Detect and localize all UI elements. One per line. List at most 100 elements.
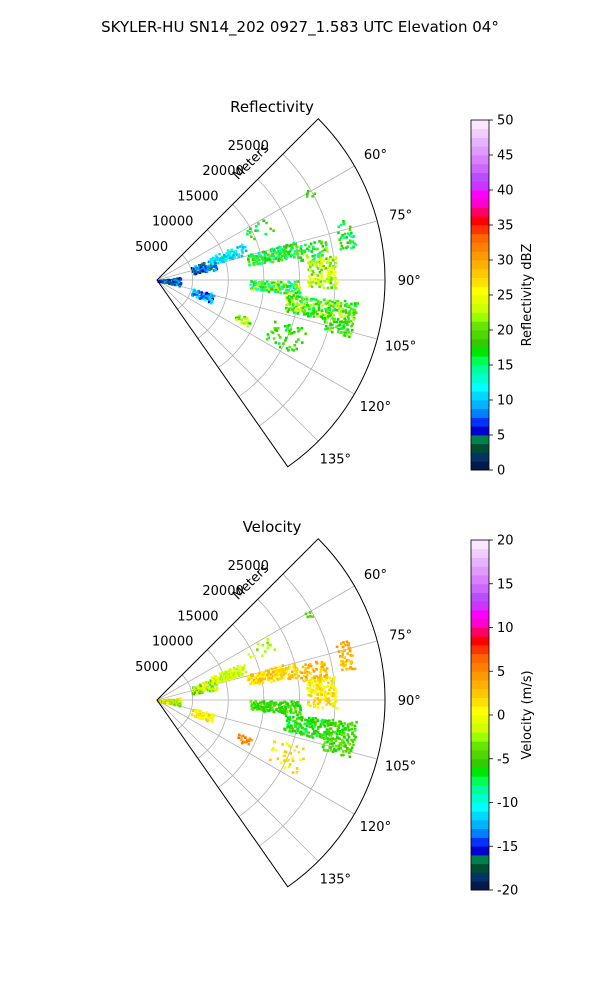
- echo-gate: [345, 303, 348, 306]
- echo-gate: [271, 260, 275, 264]
- echo-gate: [328, 676, 332, 680]
- echo-gate: [260, 285, 264, 289]
- echo-gate: [212, 265, 216, 268]
- echo-gate: [287, 667, 290, 670]
- echo-gate: [318, 301, 321, 305]
- echo-gate: [293, 330, 296, 334]
- echo-gate: [347, 232, 350, 235]
- colorbar-segment: [471, 233, 489, 243]
- echo-gate: [336, 707, 339, 710]
- echo-gate: [350, 235, 354, 239]
- echo-gate: [324, 679, 327, 682]
- echo-gate: [211, 294, 214, 298]
- echo-gate: [328, 269, 331, 273]
- echo-gate: [292, 241, 296, 245]
- angular-gridline: [156, 279, 319, 442]
- colorbar-segment: [471, 128, 489, 138]
- echo-gate: [285, 308, 289, 312]
- radial-tick-label: 20000: [202, 584, 243, 599]
- echo-gate: [323, 280, 326, 283]
- echo-gate: [288, 294, 291, 298]
- echo-gate: [211, 715, 215, 719]
- angular-tick-label: 135°: [320, 452, 351, 467]
- echo-gate: [318, 699, 322, 702]
- echo-gate: [309, 704, 312, 708]
- colorbar-segment: [471, 216, 489, 226]
- echo-gate: [266, 705, 269, 709]
- echo-gate: [298, 670, 302, 673]
- echo-gate: [290, 724, 293, 728]
- echo-gate: [325, 246, 328, 250]
- echo-gate: [225, 258, 228, 262]
- echo-gate: [339, 747, 342, 750]
- echo-gate: [310, 735, 313, 738]
- echo-gate: [341, 659, 345, 663]
- echo-gate: [340, 655, 344, 659]
- echo-gate: [290, 245, 294, 249]
- colorbar-tick-label: 15: [497, 359, 514, 374]
- echo-gate: [330, 286, 333, 289]
- echo-gate: [337, 324, 341, 327]
- angular-tick-label: 75°: [389, 209, 412, 224]
- echo-gate: [339, 313, 342, 316]
- echo-gate: [313, 307, 316, 310]
- echo-gate: [166, 281, 170, 284]
- colorbar-segment: [471, 566, 489, 576]
- echo-gate: [250, 704, 253, 707]
- echo-gate: [350, 738, 353, 742]
- echo-gate: [328, 727, 331, 731]
- echo-gate: [334, 257, 337, 261]
- echo-gate: [349, 654, 353, 657]
- echo-gate: [338, 742, 342, 745]
- colorbar-tick-label: 35: [497, 219, 514, 234]
- echo-gate: [272, 256, 276, 260]
- echo-gate: [344, 660, 347, 664]
- echo-gate: [249, 255, 252, 258]
- colorbar-segment: [471, 190, 489, 200]
- echo-gate: [290, 296, 293, 299]
- echo-gate: [346, 725, 350, 729]
- echo-gate: [295, 670, 298, 673]
- echo-gate: [246, 675, 249, 678]
- echo-gate: [223, 257, 227, 260]
- echo-gate: [223, 672, 227, 676]
- echo-gate: [325, 676, 329, 680]
- echo-gate: [302, 731, 305, 734]
- echo-gate: [255, 255, 259, 258]
- echo-gate: [352, 308, 355, 311]
- echo-gate: [296, 326, 300, 330]
- echo-gate: [334, 724, 337, 727]
- echo-gate: [298, 249, 301, 253]
- echo-gate: [331, 742, 334, 746]
- echo-gate: [353, 724, 357, 728]
- echo-gate: [319, 671, 323, 674]
- echo-gate: [356, 302, 359, 305]
- colorbar-segment: [471, 653, 489, 663]
- echo-gate: [283, 245, 286, 248]
- echo-gate: [254, 700, 257, 703]
- echo-gate: [294, 703, 298, 707]
- echo-gate: [284, 329, 288, 332]
- echo-gate: [278, 710, 282, 713]
- echo-gate: [321, 745, 325, 749]
- radial-gridline: [197, 229, 229, 339]
- echo-gate: [308, 716, 311, 720]
- radial-tick-label: 20000: [202, 164, 243, 179]
- echo-gate: [325, 671, 328, 675]
- echo-gate: [294, 673, 297, 676]
- echo-gate: [322, 668, 326, 671]
- echo-gate: [215, 683, 218, 687]
- echo-gate: [314, 723, 317, 727]
- echo-gate: [304, 302, 308, 306]
- echo-gate: [288, 250, 292, 253]
- echo-gate: [328, 299, 332, 303]
- echo-gate: [286, 255, 289, 258]
- echo-gate: [225, 257, 228, 260]
- echo-gate: [332, 309, 336, 312]
- colorbar-tick-label: 0: [497, 709, 505, 724]
- echo-gate: [262, 700, 266, 703]
- echo-gate: [311, 615, 314, 618]
- colorbar-segment: [471, 750, 489, 760]
- echo-gate: [257, 284, 261, 288]
- echo-gate: [208, 297, 212, 301]
